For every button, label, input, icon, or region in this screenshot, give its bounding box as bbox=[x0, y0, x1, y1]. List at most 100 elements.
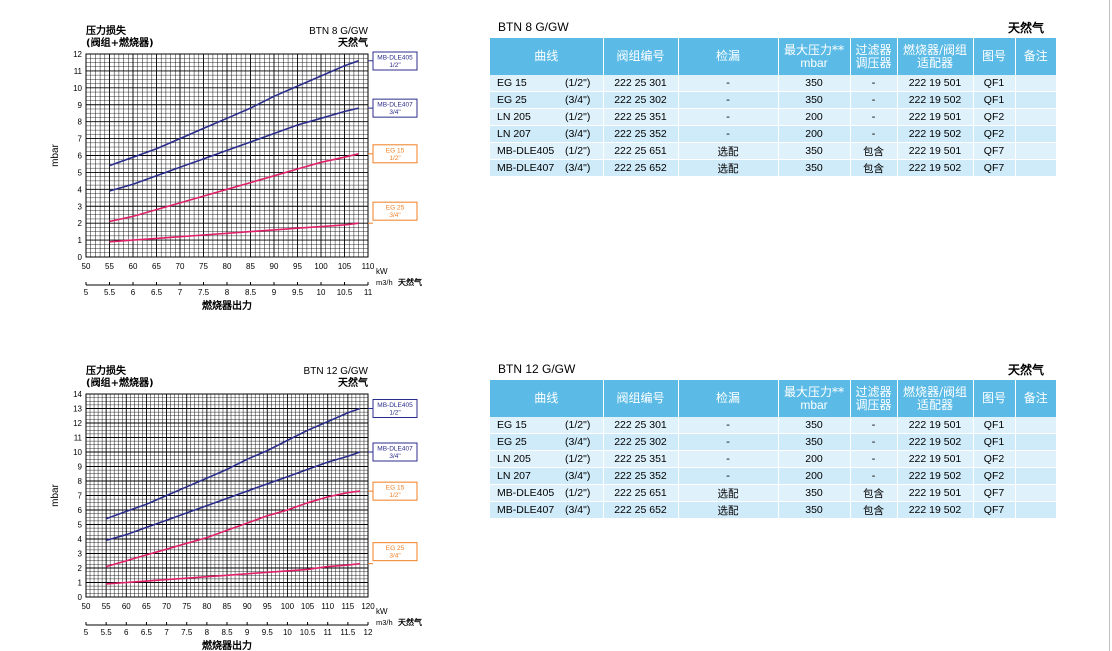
curve-size: (1/2") bbox=[565, 487, 591, 499]
cell-valve: 222 25 351 bbox=[603, 108, 679, 126]
legend-size: 3/4" bbox=[389, 212, 401, 219]
legend-size: 1/2" bbox=[389, 62, 401, 69]
cell-filter: - bbox=[850, 467, 898, 485]
cell-curve: MB-DLE407 (3/4") bbox=[490, 159, 604, 177]
kw-tick-label: 95 bbox=[263, 602, 272, 611]
cell-fig: QF1 bbox=[973, 433, 1016, 451]
m3h-axis-label: m3/h bbox=[376, 618, 393, 627]
kw-tick-label: 100 bbox=[314, 262, 328, 271]
y-tick-label: 6 bbox=[78, 152, 83, 161]
chart-model: BTN 8 G/GW bbox=[309, 26, 368, 37]
kw-tick-label: 110 bbox=[362, 262, 375, 271]
table-header-row: 曲线 阀组编号 检漏 最大压力** mbar 过滤器 调压器 燃烧器/阀组 适配器 图… bbox=[490, 380, 1056, 417]
pressure-loss-chart-btn8: 压力损失(阀组+燃烧器)BTN 8 G/GW天然气012345678910111… bbox=[50, 24, 422, 310]
legend-item: EG 151/2" bbox=[368, 481, 418, 501]
kw-tick-label: 60 bbox=[122, 602, 131, 611]
y-tick-label: 10 bbox=[73, 448, 82, 457]
valve-table-btn12: BTN 12 G/GW 天然气 曲线 阀组编号 检漏 最大压力** mbar 过滤… bbox=[490, 362, 1056, 522]
m3h-tick-label: 12 bbox=[364, 628, 373, 637]
cell-pmax: 200 bbox=[778, 467, 851, 485]
curve-size: (3/4") bbox=[565, 470, 591, 482]
cell-valve: 222 25 352 bbox=[603, 467, 679, 485]
cell-adapter: 222 19 501 bbox=[897, 450, 974, 468]
cell-note bbox=[1015, 75, 1056, 92]
legend-size: 1/2" bbox=[389, 492, 401, 499]
cell-fig: QF2 bbox=[973, 125, 1016, 143]
curve-size: (3/4") bbox=[565, 94, 591, 106]
cell-valve: 222 25 351 bbox=[603, 450, 679, 468]
valve-table: 曲线 阀组编号 检漏 最大压力** mbar 过滤器 调压器 燃烧器/阀组 适配器 图… bbox=[490, 380, 1056, 519]
cell-leak: - bbox=[678, 417, 779, 434]
y-tick-label: 6 bbox=[78, 506, 83, 515]
cell-fig: QF1 bbox=[973, 91, 1016, 109]
curve-size: (3/4") bbox=[565, 128, 591, 140]
legend-box bbox=[372, 542, 418, 562]
header-note: 备注 bbox=[1015, 38, 1056, 75]
header-adapter-line2: 适配器 bbox=[916, 55, 953, 70]
cell-filter: - bbox=[850, 125, 898, 143]
header-valve: 阀组编号 bbox=[603, 38, 679, 75]
m3h-tick-label: 9 bbox=[272, 288, 277, 297]
table-row: MB-DLE405 (1/2") 222 25 651 选配 350 包含 222 19 5… bbox=[490, 142, 1056, 160]
curve-size: (1/2") bbox=[565, 111, 591, 123]
chart-model: BTN 12 G/GW bbox=[304, 366, 369, 377]
cell-adapter: 222 19 502 bbox=[897, 467, 974, 485]
cell-leak: - bbox=[678, 450, 779, 468]
cell-pmax: 350 bbox=[778, 484, 851, 502]
y-tick-label: 12 bbox=[73, 50, 82, 59]
legend-label: MB-DLE405 bbox=[377, 55, 413, 62]
chart-gas: 天然气 bbox=[338, 376, 368, 389]
header-leak: 检漏 bbox=[678, 380, 779, 417]
legend-label: MB-DLE405 bbox=[377, 402, 413, 409]
cell-leak: 选配 bbox=[678, 159, 779, 177]
cell-fig: QF7 bbox=[973, 159, 1016, 177]
cell-fig: QF2 bbox=[973, 450, 1016, 468]
table-row: LN 207 (3/4") 222 25 352-200-222 19 502 QF2 bbox=[490, 125, 1056, 143]
header-filter-line1: 过滤器 bbox=[855, 42, 892, 57]
cell-curve: EG 15 (1/2") bbox=[490, 75, 604, 92]
m3h-tick-label: 9.5 bbox=[292, 288, 304, 297]
y-tick-label: 14 bbox=[73, 390, 82, 399]
kw-tick-label: 85 bbox=[246, 262, 255, 271]
curve-size: (1/2") bbox=[565, 77, 591, 89]
legend-label: EG 25 bbox=[386, 205, 405, 212]
legend-box bbox=[372, 51, 418, 71]
curve-name: MB-DLE407 bbox=[497, 504, 555, 516]
table-row: EG 15 (1/2") 222 25 301-350-222 19 501 QF1 bbox=[490, 417, 1056, 434]
curve-name: EG 15 bbox=[497, 77, 527, 89]
y-tick-label: 9 bbox=[78, 463, 83, 472]
cell-leak: 选配 bbox=[678, 142, 779, 160]
pressure-loss-chart-btn12: 压力损失(阀组+燃烧器)BTN 12 G/GW天然气01234567891011… bbox=[50, 364, 422, 650]
cell-note bbox=[1015, 417, 1056, 434]
cell-note bbox=[1015, 484, 1056, 502]
kw-tick-label: 85 bbox=[223, 602, 232, 611]
valve-table-btn8: BTN 8 G/GW 天然气 曲线 阀组编号 检漏 最大压力** mbar 过滤器… bbox=[490, 20, 1056, 180]
y-tick-label: 1 bbox=[78, 236, 83, 245]
m3h-tick-label: 8.5 bbox=[221, 628, 233, 637]
m3h-tick-label: 7.5 bbox=[181, 628, 193, 637]
cell-note bbox=[1015, 108, 1056, 126]
curve-size: (1/2") bbox=[565, 419, 591, 431]
cell-leak: - bbox=[678, 125, 779, 143]
table-row: EG 15 (1/2") 222 25 301-350-222 19 501 QF1 bbox=[490, 75, 1056, 92]
kw-tick-label: 70 bbox=[162, 602, 171, 611]
legend-box bbox=[372, 481, 418, 501]
m3h-tick-label: 7 bbox=[178, 288, 183, 297]
table-row: LN 205 (1/2") 222 25 351-200-222 19 501 QF2 bbox=[490, 450, 1056, 468]
cell-filter: - bbox=[850, 417, 898, 434]
chart-title: 压力损失 bbox=[86, 24, 127, 37]
m3h-tick-label: 6 bbox=[124, 628, 129, 637]
cell-valve: 222 25 301 bbox=[603, 75, 679, 92]
kw-tick-label: 60 bbox=[129, 262, 138, 271]
m3h-tick-label: 11 bbox=[324, 628, 333, 637]
kw-tick-label: 110 bbox=[321, 602, 334, 611]
cell-leak: - bbox=[678, 108, 779, 126]
kw-tick-label: 75 bbox=[199, 262, 208, 271]
m3h-tick-label: 7.5 bbox=[198, 288, 210, 297]
y-tick-label: 5 bbox=[78, 521, 83, 530]
legend-box bbox=[372, 399, 418, 418]
curve-name: LN 207 bbox=[497, 128, 531, 140]
table-row: EG 25 (3/4") 222 25 302-350-222 19 502 QF1 bbox=[490, 91, 1056, 109]
legend-size: 3/4" bbox=[389, 553, 401, 560]
